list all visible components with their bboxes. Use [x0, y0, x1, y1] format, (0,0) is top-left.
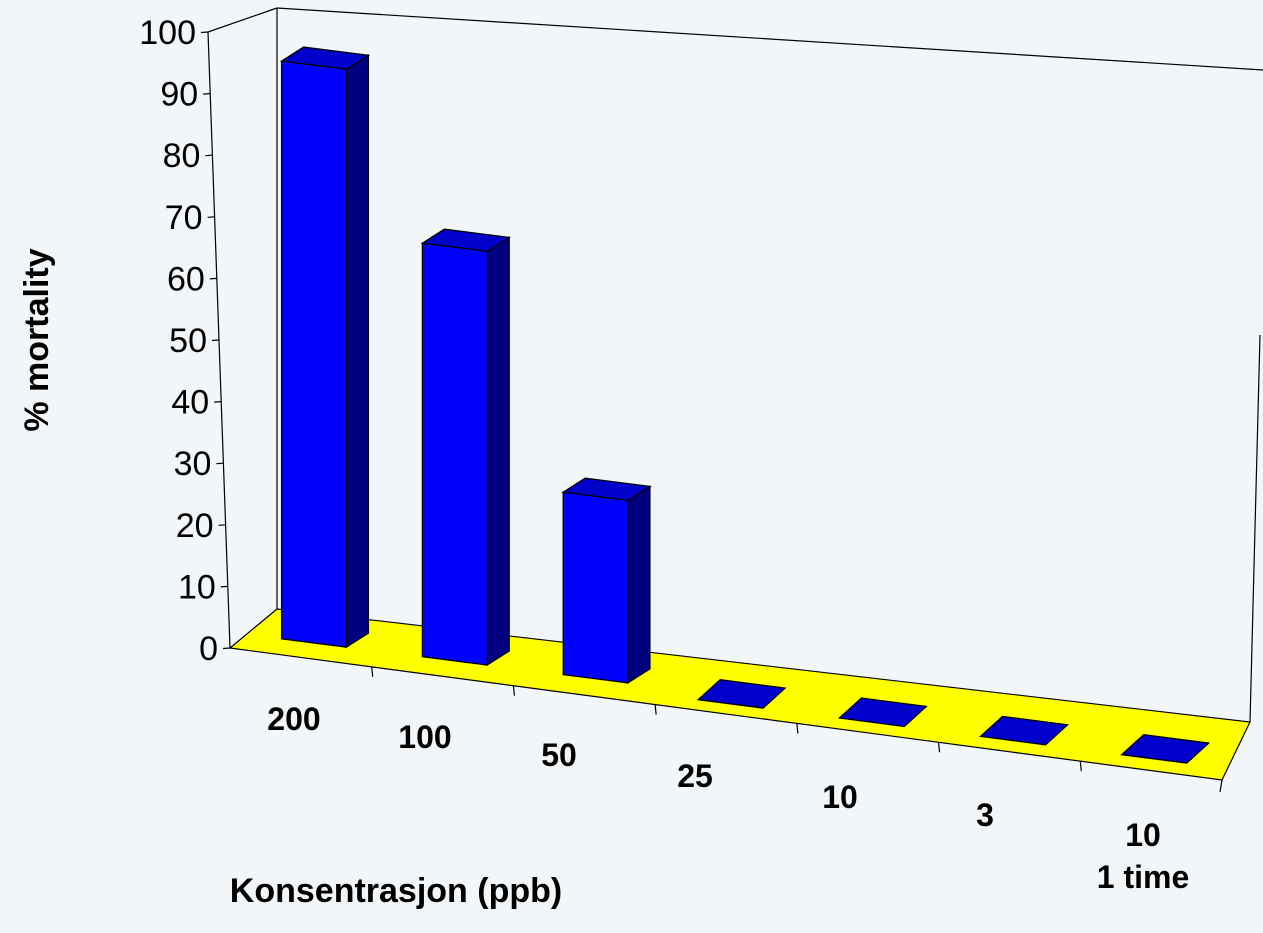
bar: [1120, 734, 1211, 764]
bar-side: [486, 236, 510, 667]
y-tick: [216, 462, 224, 465]
x-tick-label: 25: [677, 758, 713, 794]
x-tick-label: 1 time: [1097, 859, 1189, 895]
bar: [979, 715, 1069, 746]
left-wall-top-edge: [207, 7, 278, 33]
y-tick-label: 50: [169, 322, 207, 360]
y-tick-label: 10: [178, 568, 216, 606]
y-tick: [200, 31, 209, 34]
x-tick-label: 10: [1125, 817, 1161, 853]
bar: [280, 60, 348, 648]
bar-side: [627, 485, 651, 685]
y-tick: [220, 585, 228, 588]
x-tick: [654, 704, 657, 715]
x-tick: [512, 685, 516, 696]
y-tick: [207, 216, 215, 218]
x-tick-label: 200: [267, 701, 320, 737]
y-tick: [214, 401, 222, 403]
y-tick: [222, 647, 231, 650]
y-tick-label: 60: [167, 260, 205, 298]
y-tick-label: 20: [176, 507, 214, 545]
x-tick: [1079, 761, 1082, 772]
back-wall-right-edge: [1249, 334, 1261, 723]
y-tick-label: 90: [160, 76, 198, 114]
y-tick-label: 30: [174, 445, 212, 483]
x-tick-label: 100: [398, 719, 451, 755]
bar-side: [345, 54, 370, 649]
y-axis-title: % mortality: [18, 248, 56, 431]
y-tick-label: 70: [165, 199, 203, 237]
x-axis-title: Konsentrasjon (ppb): [230, 872, 562, 910]
x-tick-label: 50: [541, 737, 577, 773]
x-tick: [1219, 779, 1223, 793]
x-tick: [937, 742, 941, 753]
bar: [421, 242, 488, 666]
bar: [837, 697, 928, 728]
y-tick-label: 40: [171, 384, 209, 422]
y-tick-label: 0: [199, 630, 218, 668]
y-tick-label: 80: [163, 137, 201, 175]
y-tick: [205, 154, 213, 157]
y-tick: [209, 277, 217, 280]
y-tick-label: 100: [139, 14, 196, 52]
x-tick-label: 3: [976, 797, 994, 833]
y-tick: [211, 339, 220, 342]
x-tick: [371, 666, 374, 677]
y-tick: [218, 524, 226, 526]
bar: [562, 491, 629, 684]
x-tick: [796, 723, 799, 734]
y-tick: [203, 93, 211, 95]
back-wall-top-edge: [276, 7, 1263, 71]
x-tick-label: 10: [822, 779, 858, 815]
bar: [696, 679, 787, 709]
